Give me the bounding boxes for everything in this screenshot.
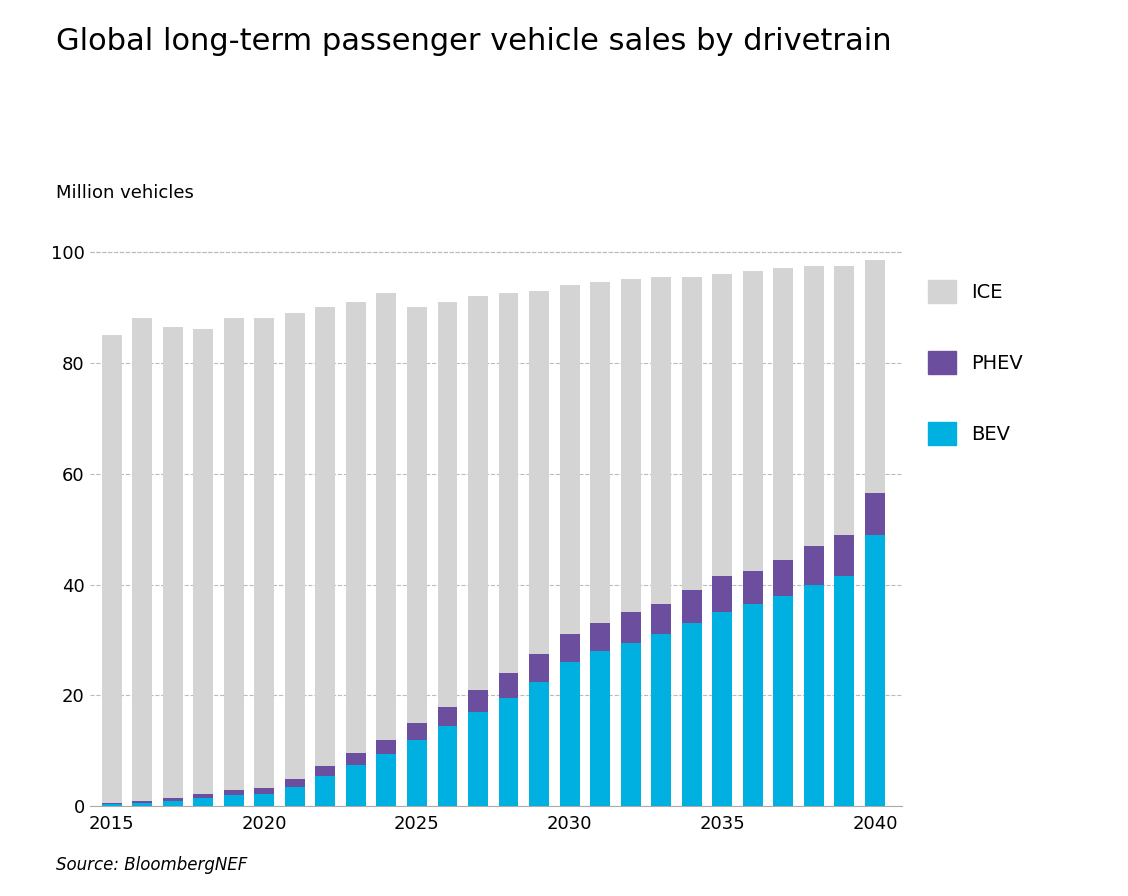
Bar [713, 576, 732, 612]
Bar [804, 584, 823, 806]
Bar [651, 634, 671, 806]
Bar [865, 535, 884, 806]
Bar [774, 269, 793, 560]
Bar [377, 293, 396, 740]
Bar [316, 776, 335, 806]
Bar [102, 803, 122, 805]
Bar [590, 624, 610, 651]
Bar [254, 794, 274, 806]
Bar [162, 798, 183, 801]
Text: Source: BloombergNEF: Source: BloombergNEF [56, 856, 248, 874]
Bar [468, 690, 488, 712]
Bar [835, 576, 854, 806]
Bar [438, 302, 457, 707]
Bar [499, 698, 519, 806]
Bar [132, 803, 152, 806]
Bar [132, 801, 152, 803]
Bar [162, 801, 183, 806]
Bar [529, 290, 549, 654]
Bar [651, 277, 671, 604]
Bar [651, 604, 671, 634]
Bar [590, 282, 610, 624]
Bar [499, 673, 519, 698]
Bar [316, 307, 335, 766]
Bar [407, 740, 426, 806]
Bar [346, 765, 365, 806]
Bar [590, 651, 610, 806]
Bar [835, 265, 854, 535]
Bar [681, 624, 702, 806]
Bar [316, 766, 335, 776]
Bar [559, 285, 580, 634]
Bar [102, 805, 122, 806]
Bar [468, 712, 488, 806]
Bar [559, 634, 580, 662]
Bar [835, 535, 854, 576]
Bar [804, 546, 823, 584]
Text: Global long-term passenger vehicle sales by drivetrain: Global long-term passenger vehicle sales… [56, 27, 892, 56]
Bar [804, 265, 823, 546]
Bar [468, 296, 488, 690]
Bar [102, 335, 122, 803]
Bar [620, 280, 641, 612]
Bar [774, 596, 793, 806]
Bar [223, 796, 244, 806]
Bar [865, 493, 884, 535]
Bar [223, 789, 244, 796]
Bar [438, 707, 457, 726]
Bar [407, 307, 426, 723]
Bar [162, 327, 183, 798]
Bar [193, 794, 213, 798]
Bar [743, 271, 763, 571]
Bar [865, 260, 884, 493]
Bar [774, 560, 793, 596]
Bar [377, 740, 396, 754]
Bar [193, 798, 213, 806]
Bar [193, 330, 213, 794]
Bar [681, 590, 702, 624]
Bar [254, 788, 274, 794]
Bar [285, 779, 305, 787]
Bar [713, 274, 732, 576]
Bar [132, 318, 152, 801]
Bar [346, 753, 365, 765]
Bar [681, 277, 702, 590]
Bar [620, 612, 641, 642]
Bar [377, 754, 396, 806]
Bar [743, 604, 763, 806]
Bar [285, 787, 305, 806]
Bar [346, 302, 365, 753]
Bar [254, 318, 274, 788]
Bar [529, 654, 549, 682]
Text: Million vehicles: Million vehicles [56, 184, 194, 202]
Bar [713, 612, 732, 806]
Bar [499, 293, 519, 673]
Bar [620, 642, 641, 806]
Bar [285, 313, 305, 779]
Bar [407, 723, 426, 740]
Bar [223, 318, 244, 789]
Bar [743, 571, 763, 604]
Bar [529, 682, 549, 806]
Bar [438, 726, 457, 806]
Legend: ICE, PHEV, BEV: ICE, PHEV, BEV [928, 280, 1023, 445]
Bar [559, 662, 580, 806]
